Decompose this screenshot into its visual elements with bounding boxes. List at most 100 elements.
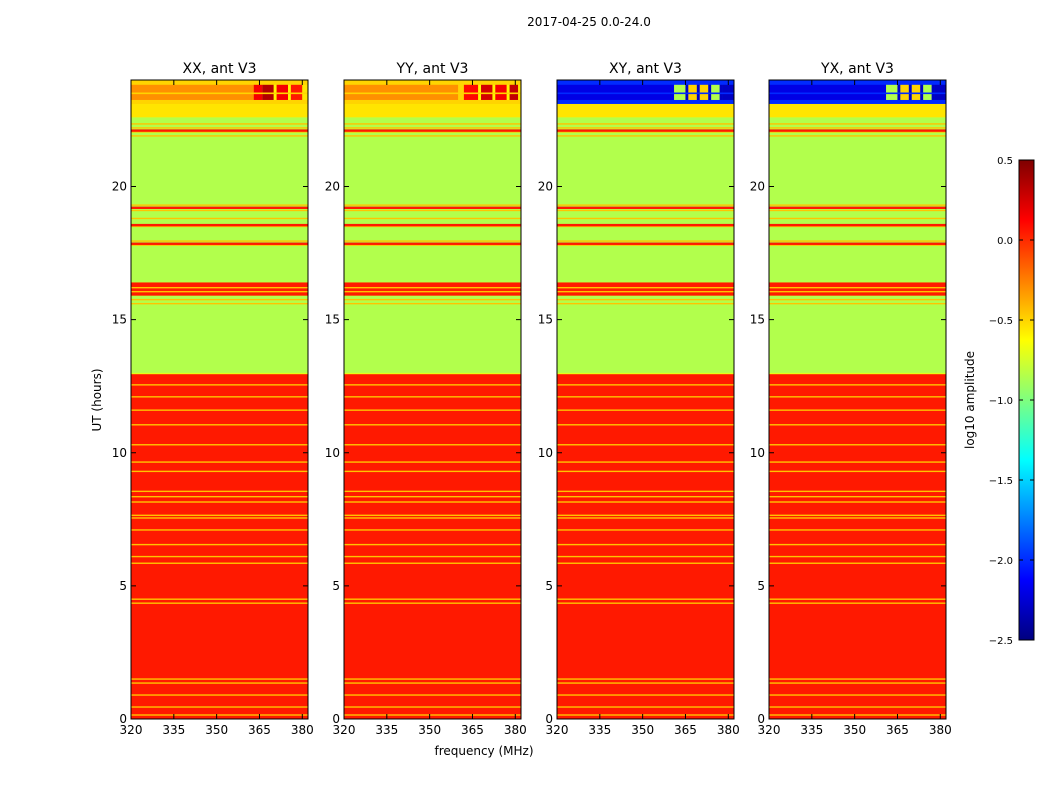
y-tick-label: 10: [112, 446, 127, 460]
heatmap-top-row-line: [769, 101, 946, 104]
heatmap-top-cell: [911, 84, 921, 100]
heatmap-line: [344, 694, 521, 696]
heatmap-line: [557, 131, 734, 133]
heatmap-line: [557, 495, 734, 498]
heatmap-top-row-line: [131, 101, 308, 104]
panel-title: YY, ant V3: [396, 61, 469, 77]
axes-frame: [556, 79, 735, 720]
heatmap-top-cell: [934, 84, 946, 100]
figure-title: 2017-04-25 0.0-24.0: [527, 15, 651, 29]
x-tick-label: 380: [929, 723, 952, 737]
heatmap-band: [769, 117, 946, 283]
heatmap-line: [769, 223, 946, 227]
heatmap-line: [131, 543, 308, 546]
heatmap-line: [344, 529, 521, 531]
colorbar-tick-label: −0.5: [989, 316, 1013, 327]
heatmap-line: [557, 555, 734, 558]
heatmap-line: [344, 514, 521, 517]
y-tick-label: 0: [119, 712, 127, 726]
panel-title: XY, ant V3: [609, 61, 682, 77]
heatmap-line: [557, 461, 734, 463]
heatmap-line: [769, 501, 946, 503]
heatmap-top-cell: [886, 84, 898, 100]
heatmap-top-row-line: [769, 92, 946, 95]
x-tick-label: 320: [120, 723, 143, 737]
heatmap-line: [557, 490, 734, 493]
heatmap-line: [557, 129, 734, 132]
heatmap-line: [769, 602, 946, 604]
heatmap-line: [557, 204, 734, 206]
heatmap-line: [769, 127, 946, 129]
heatmap-line: [557, 409, 734, 411]
heatmap-line: [769, 298, 946, 301]
heatmap-line: [557, 290, 734, 293]
heatmap-line: [344, 240, 521, 242]
panel-title: XX, ant V3: [183, 61, 257, 77]
heatmap-line: [344, 517, 521, 519]
heatmap-line: [557, 242, 734, 245]
heatmap-line: [769, 290, 946, 293]
heatmap-line: [344, 598, 521, 600]
heatmap-line: [344, 424, 521, 426]
x-tick-label: 320: [333, 723, 356, 737]
heatmap-line: [769, 444, 946, 446]
heatmap-top-cell: [276, 84, 289, 100]
heatmap-line: [557, 240, 734, 242]
x-axis-label: frequency (MHz): [434, 744, 533, 758]
heatmap-line: [131, 598, 308, 600]
heatmap-line: [557, 444, 734, 446]
heatmap-top-row-line: [557, 92, 734, 95]
heatmap-top-cell: [699, 84, 709, 100]
heatmap-line: [557, 470, 734, 473]
heatmap-line: [131, 286, 308, 289]
colorbar-label: log10 amplitude: [963, 351, 977, 449]
x-tick-label: 365: [248, 723, 271, 737]
heatmap-line: [131, 242, 308, 245]
heatmap-line: [344, 217, 521, 220]
heatmap-line: [131, 135, 308, 137]
heatmap-top-cell: [688, 84, 697, 100]
heatmap-line: [769, 409, 946, 411]
heatmap-band: [344, 282, 521, 296]
heatmap-line: [769, 204, 946, 206]
y-tick-label: 0: [545, 712, 553, 726]
heatmap-top-cell: [302, 84, 308, 100]
heatmap-line: [344, 298, 521, 301]
heatmap-line: [131, 225, 308, 228]
colorbar-tick-label: −2.5: [989, 636, 1013, 647]
y-tick-label: 10: [750, 446, 765, 460]
heatmap-line: [344, 123, 521, 125]
heatmap-line: [131, 127, 308, 129]
x-tick-label: 365: [674, 723, 697, 737]
heatmap-line: [131, 290, 308, 293]
heatmap-band: [769, 103, 946, 118]
heatmap-line: [557, 225, 734, 228]
y-tick-label: 15: [112, 313, 127, 327]
heatmap-line: [557, 678, 734, 680]
heatmap-line: [557, 694, 734, 696]
heatmap-line: [557, 206, 734, 209]
heatmap-line: [131, 444, 308, 446]
x-tick-label: 350: [631, 723, 654, 737]
y-tick-label: 20: [325, 180, 340, 194]
heatmap-line: [131, 223, 308, 227]
heatmap-line: [769, 461, 946, 463]
heatmap-top-cell: [131, 84, 254, 100]
heatmap-line: [344, 678, 521, 680]
x-tick-label: 335: [588, 723, 611, 737]
heatmap-top-cell: [262, 84, 274, 100]
y-tick-label: 10: [325, 446, 340, 460]
heatmap-top-cell: [463, 84, 479, 100]
heatmap-line: [344, 135, 521, 137]
heatmap-top-row-line: [131, 92, 308, 95]
heatmap-line: [769, 694, 946, 696]
heatmap-line: [131, 302, 308, 305]
heatmap-line: [769, 678, 946, 680]
heatmap-line: [344, 209, 521, 212]
heatmap-line: [344, 242, 521, 245]
heatmap-top-cell: [769, 84, 887, 100]
heatmap-top-cell: [931, 84, 935, 100]
y-tick-label: 5: [545, 579, 553, 593]
heatmap-line: [344, 396, 521, 398]
